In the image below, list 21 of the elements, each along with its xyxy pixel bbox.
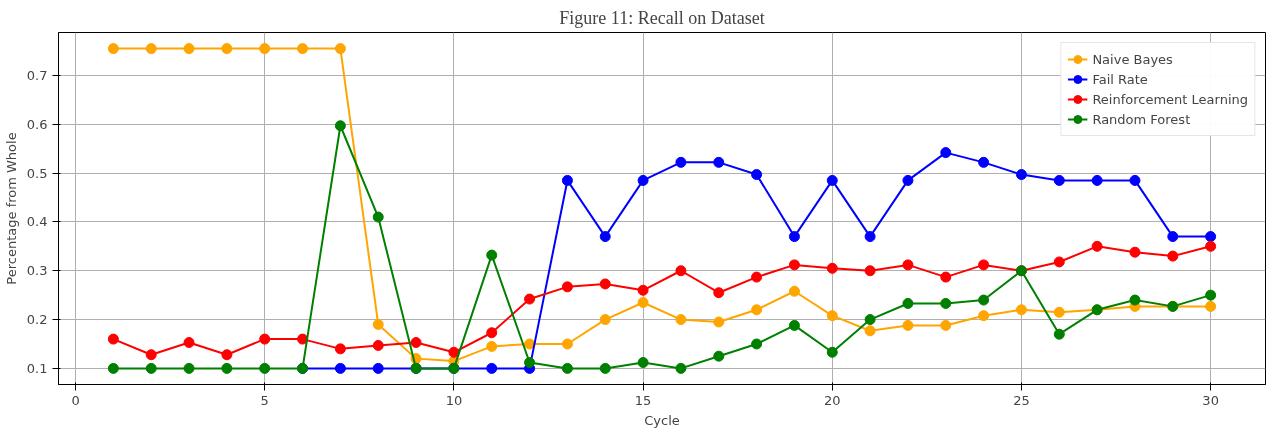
x-tick-label: 25 xyxy=(1013,392,1030,408)
legend-label: Fail Rate xyxy=(1092,71,1148,87)
x-tick-label: 0 xyxy=(71,392,80,408)
legend-label: Naive Bayes xyxy=(1092,51,1173,67)
y-tick-label: 0.2 xyxy=(26,312,48,328)
x-tick-label: 15 xyxy=(634,392,652,408)
y-axis-title: Percentage from Whole xyxy=(3,132,19,285)
y-tick-label: 0.4 xyxy=(26,214,48,230)
x-tick-label: 5 xyxy=(260,392,269,408)
chart-title: Figure 11: Recall on Dataset xyxy=(559,7,765,28)
x-tick-label: 10 xyxy=(445,392,463,408)
y-tick-label: 0.3 xyxy=(26,263,48,279)
legend-label: Random Forest xyxy=(1092,111,1191,127)
x-tick-label: 30 xyxy=(1202,392,1219,408)
y-tick-label: 0.7 xyxy=(26,67,48,83)
x-axis-title: Cycle xyxy=(644,412,680,428)
y-tick-label: 0.6 xyxy=(26,116,48,132)
legend-label: Reinforcement Learning xyxy=(1092,91,1248,107)
y-tick-label: 0.5 xyxy=(26,165,48,181)
y-tick-label: 0.1 xyxy=(26,360,48,376)
x-tick-label: 20 xyxy=(824,392,841,408)
